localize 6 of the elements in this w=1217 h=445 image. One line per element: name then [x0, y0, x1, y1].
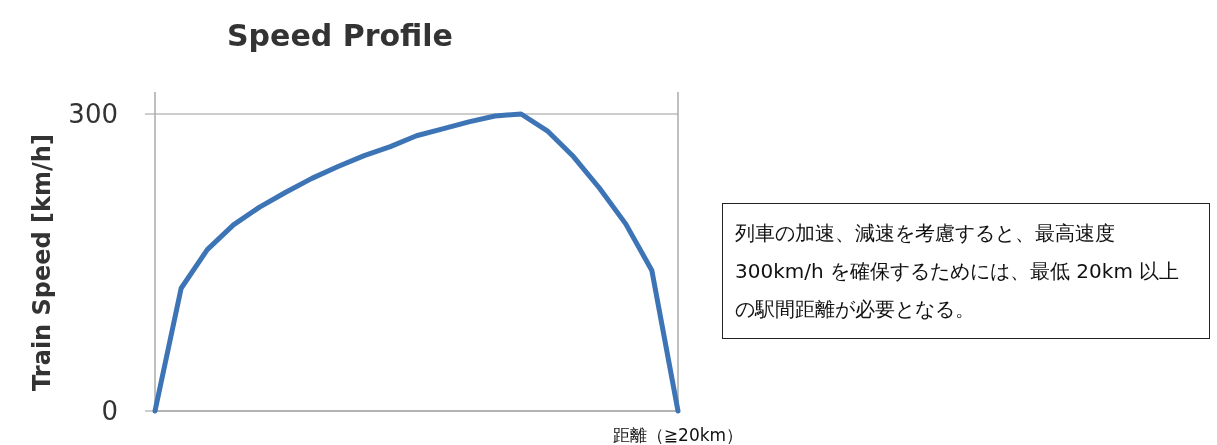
y-tick-label: 300 [68, 99, 118, 129]
y-tick-label: 0 [101, 396, 118, 426]
x-axis-title: 距離（≧20km） [612, 425, 744, 445]
chart-title: Speed Profile [227, 18, 453, 53]
y-axis-title: Train Speed [km/h] [28, 134, 56, 391]
text: 列車の加速、減速を考慮すると、最高速度 300km/h を確保するためには、最低 20km 以上の駅間距離が必要となる。 [722, 203, 1210, 339]
